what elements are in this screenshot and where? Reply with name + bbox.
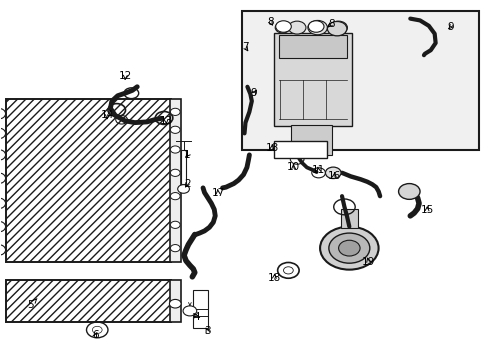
Circle shape [0, 149, 5, 160]
Text: 8: 8 [267, 17, 273, 27]
Circle shape [170, 126, 180, 134]
Circle shape [0, 221, 5, 232]
Circle shape [0, 108, 5, 119]
Bar [169, 99, 180, 262]
Bar [273, 33, 351, 126]
Circle shape [328, 233, 369, 263]
Circle shape [329, 21, 346, 34]
Text: 3: 3 [203, 325, 210, 336]
Text: 16: 16 [327, 171, 340, 181]
Bar [181, 149, 185, 184]
Text: 1: 1 [184, 150, 190, 160]
Circle shape [170, 108, 180, 116]
Circle shape [0, 198, 5, 209]
Text: 14: 14 [101, 111, 114, 121]
Circle shape [398, 184, 419, 199]
Circle shape [320, 226, 378, 270]
Bar [273, 140, 327, 158]
Circle shape [170, 244, 180, 252]
Text: 15: 15 [420, 206, 433, 216]
Bar [5, 99, 171, 262]
Bar [169, 280, 180, 321]
Circle shape [177, 185, 189, 193]
Circle shape [0, 244, 5, 255]
Text: 13: 13 [159, 116, 172, 126]
Bar [5, 280, 171, 321]
Bar [5, 99, 171, 262]
Circle shape [338, 240, 359, 256]
Text: 9: 9 [447, 22, 453, 32]
Text: 19: 19 [361, 257, 374, 267]
Bar [193, 290, 207, 328]
Text: 2: 2 [184, 179, 190, 189]
Bar [242, 12, 478, 149]
Text: 18: 18 [267, 273, 281, 283]
Text: 5: 5 [27, 299, 37, 310]
Text: 4: 4 [193, 312, 199, 322]
Circle shape [170, 169, 180, 176]
Text: 7: 7 [242, 42, 248, 52]
Circle shape [170, 193, 180, 200]
Text: 17: 17 [211, 188, 224, 198]
Text: 6: 6 [92, 330, 99, 340]
Circle shape [170, 221, 180, 228]
Circle shape [288, 21, 305, 34]
Circle shape [325, 167, 340, 179]
Circle shape [307, 21, 327, 35]
Text: 18: 18 [265, 143, 278, 153]
Bar [5, 280, 171, 321]
Circle shape [308, 21, 324, 32]
Text: 8: 8 [327, 19, 334, 29]
Circle shape [170, 146, 180, 153]
Circle shape [327, 22, 346, 36]
Text: 12: 12 [119, 71, 132, 81]
Bar [290, 126, 331, 155]
Circle shape [275, 22, 289, 33]
Circle shape [0, 173, 5, 184]
Circle shape [169, 300, 181, 308]
Bar [278, 35, 346, 58]
Circle shape [275, 21, 291, 32]
Text: 10: 10 [286, 162, 300, 172]
Text: 9: 9 [250, 88, 257, 98]
Text: 11: 11 [311, 165, 325, 175]
Circle shape [0, 128, 5, 139]
Bar [340, 209, 357, 228]
Circle shape [183, 306, 196, 316]
